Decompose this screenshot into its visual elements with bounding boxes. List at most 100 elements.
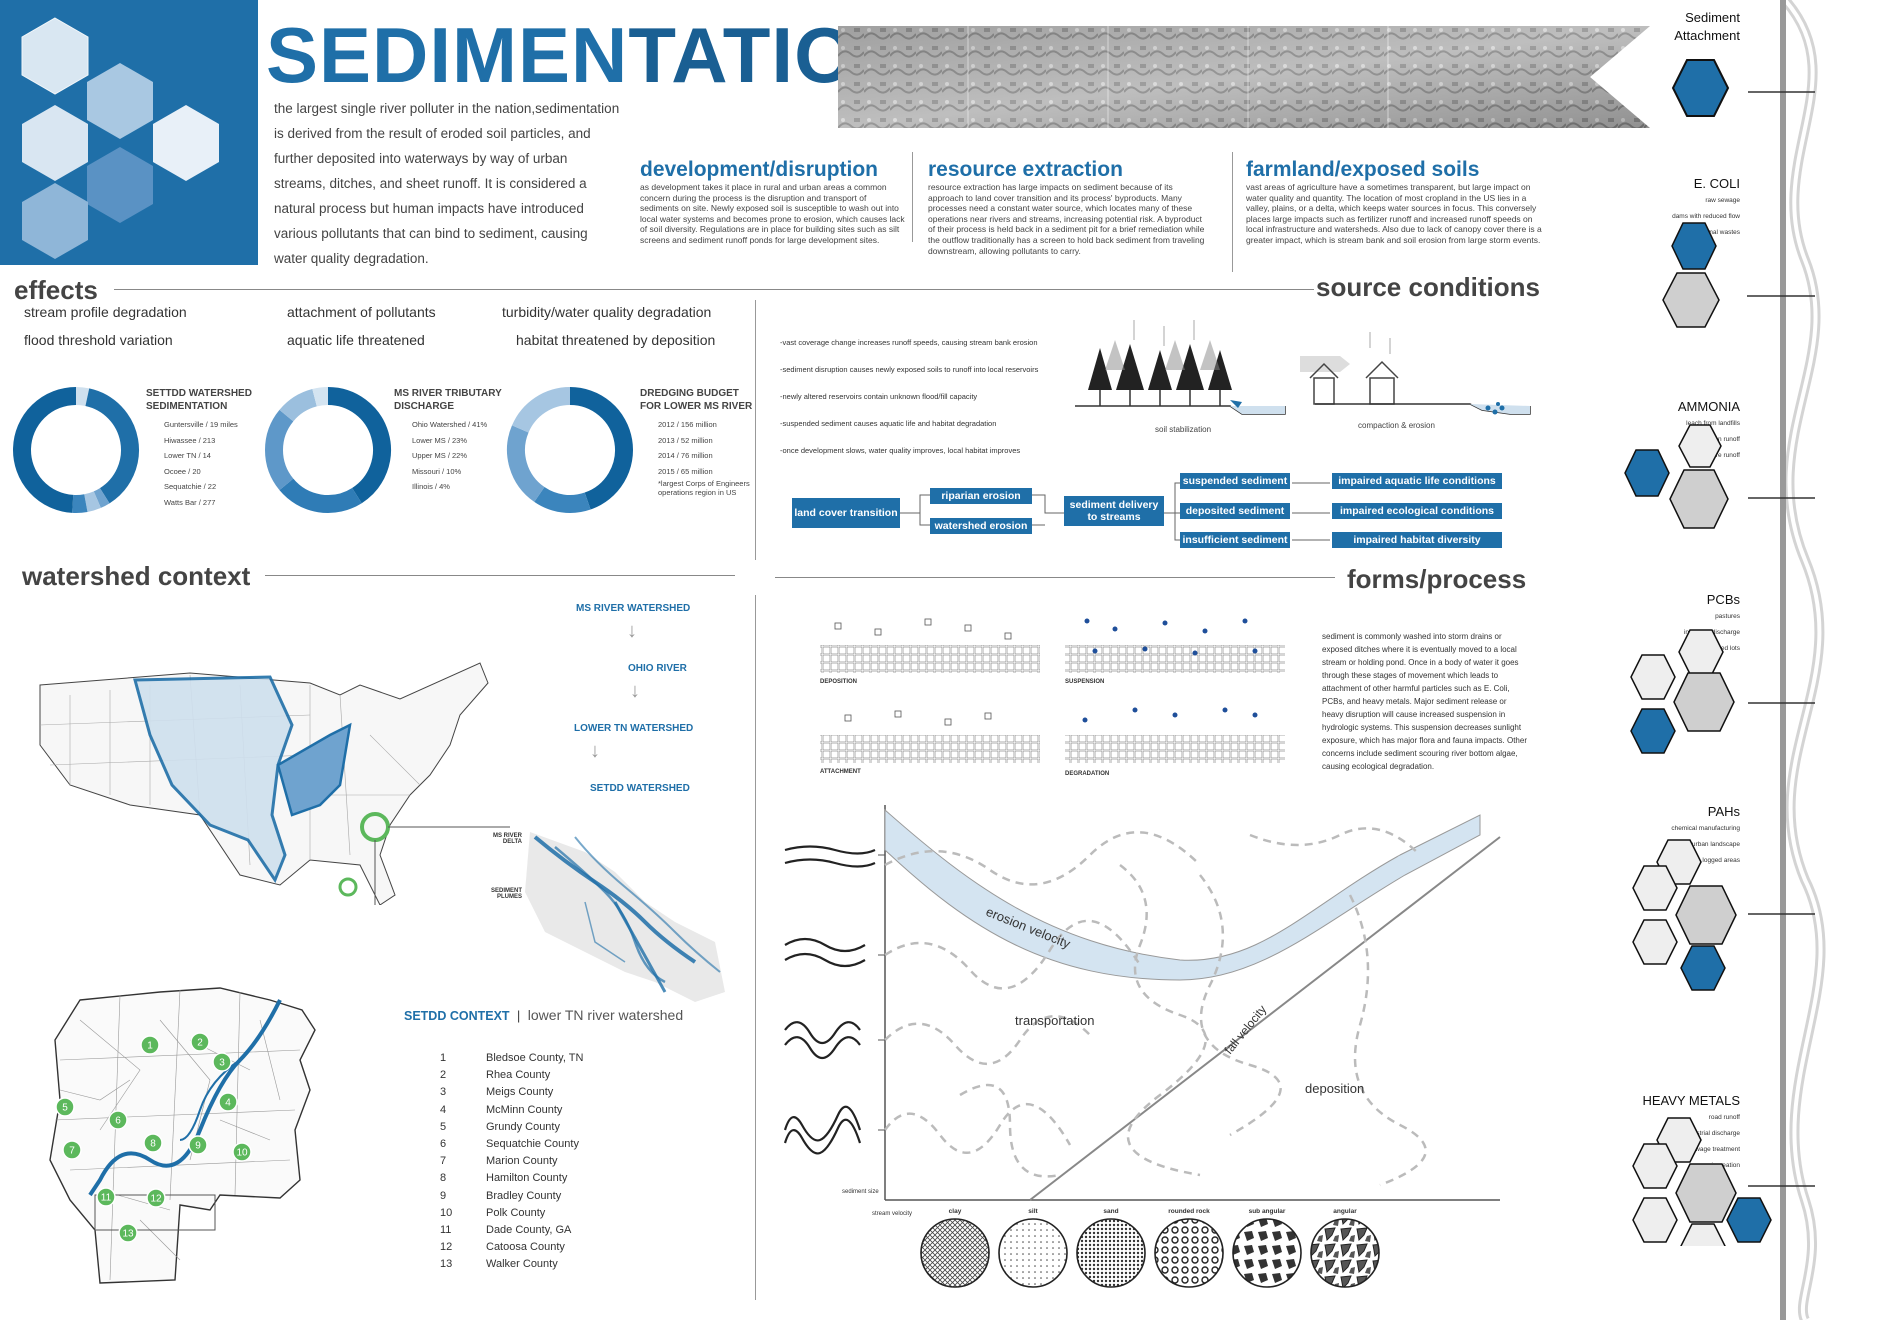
county-marker-number: 10	[236, 1148, 248, 1159]
donut-slice	[511, 387, 571, 433]
chain-item: LOWER TN WATERSHED	[574, 723, 694, 734]
county-item: 1 Bledsoe County, TN	[440, 1052, 584, 1064]
legend-item: Lower MS / 23%	[412, 435, 468, 445]
context-title: SETDD CONTEXT	[404, 1009, 510, 1023]
county-marker-number: 12	[150, 1194, 162, 1205]
process-label: SUSPENSION	[1065, 679, 1104, 685]
county-marker-number: 7	[69, 1146, 75, 1157]
donut-chart-2	[265, 387, 391, 513]
county-item: 13 Walker County	[440, 1258, 558, 1271]
county-marker	[108, 1110, 128, 1130]
hexagon-logo-icon	[21, 17, 219, 259]
donut-legend: Guntersville / 19 miles Hiwassee / 213 L…	[164, 417, 238, 510]
forms-rule	[775, 577, 1335, 578]
sidebar-title: PAHs	[1707, 804, 1740, 819]
county-item: 2 Rhea County	[440, 1069, 551, 1082]
chain-item: MS RIVER WATERSHED	[576, 603, 691, 614]
sediment-size-label: clay	[949, 1208, 962, 1215]
donut-title: MS RIVER TRIBUTARY DISCHARGE	[394, 388, 502, 412]
legend-item: Watts Bar / 277	[164, 497, 216, 507]
county-item: 9 Bradley County	[440, 1189, 562, 1202]
donut-slice	[534, 486, 591, 513]
sediment-sample	[920, 1218, 990, 1288]
condition-item: -suspended sediment causes aquatic life …	[780, 419, 997, 428]
county-item: 3 Meigs County	[440, 1086, 554, 1099]
sidebar-item: logged areas	[1702, 857, 1740, 864]
county-item: 11 Dade County, GA	[440, 1224, 572, 1237]
condition-item: -once development slows, water quality i…	[780, 446, 1021, 455]
effect-item: aquatic life threatened	[287, 332, 425, 348]
legend-item: Ohio Watershed / 41%	[412, 420, 488, 429]
header-photo-strip	[838, 26, 1650, 128]
flow-node-delivery: sediment delivery to streams	[1064, 496, 1164, 526]
sidebar-river-band	[1780, 0, 1826, 1320]
county-item: 12 Catoosa County	[440, 1241, 565, 1254]
sidebar-title: PCBs	[1706, 592, 1740, 607]
effect-item: flood threshold variation	[24, 332, 173, 348]
county-marker-number: 4	[225, 1098, 231, 1109]
county-marker-number: 8	[150, 1139, 156, 1150]
condition-item: -vast coverage change increases runoff s…	[780, 338, 1038, 347]
axis-y-label: stream velocity	[872, 1211, 912, 1217]
sidebar-title: AMMONIA	[1677, 399, 1740, 414]
zone-label: deposition	[1305, 1081, 1364, 1096]
forms-heading: forms/process	[1347, 564, 1527, 594]
process-label: DEGRADATION	[1065, 771, 1109, 777]
county-item: 5 Grundy County	[440, 1120, 560, 1133]
sediment-size-label: silt	[1028, 1208, 1038, 1215]
sidebar-item: leach from landfills	[1686, 420, 1740, 427]
process-label: ATTACHMENT	[820, 769, 861, 775]
county-item: 8 Hamilton County	[440, 1172, 568, 1185]
source-heading: resource extraction	[928, 158, 1123, 181]
down-arrow-icon: ↓	[630, 680, 640, 702]
col-divider	[1232, 152, 1233, 272]
setdd-county-map	[49, 987, 316, 1284]
county-marker	[146, 1188, 166, 1208]
donut-slice	[312, 387, 329, 407]
zone-label: fall velocity	[1221, 1002, 1269, 1056]
process-label: DEPOSITION	[820, 679, 857, 685]
donut-slice	[327, 387, 391, 504]
center-divider	[755, 300, 756, 560]
legend-item: Upper MS / 22%	[412, 451, 468, 460]
sidebar-title: Sediment Attachment	[1674, 10, 1740, 43]
sidebar-item: pastures	[1715, 613, 1740, 620]
effect-item: habitat threatened by deposition	[516, 332, 716, 348]
donut-slice	[85, 388, 139, 504]
diagram-label: soil stabilization	[1155, 425, 1211, 434]
intro-paragraph: the largest single river polluter in the…	[274, 101, 620, 266]
legend-item: 2012 / 156 million	[658, 420, 717, 429]
county-marker-number: 9	[195, 1141, 201, 1152]
county-marker-number: 2	[197, 1038, 203, 1049]
sediment-sample	[998, 1218, 1068, 1288]
diagram-label: compaction & erosion	[1358, 421, 1435, 430]
donut-slice	[507, 425, 545, 502]
down-arrow-icon: ↓	[590, 740, 600, 762]
county-marker	[140, 1035, 160, 1055]
chain-item: OHIO RIVER	[628, 663, 687, 674]
sidebar-item: animal wastes	[1698, 229, 1740, 236]
header-hex-panel	[0, 0, 258, 265]
legend-item: 2014 / 76 million	[658, 451, 713, 460]
county-marker	[55, 1097, 75, 1117]
land-stabilization-diagram: soil stabilization compaction & erosion	[1075, 320, 1531, 434]
county-marker	[143, 1133, 163, 1153]
county-marker	[96, 1187, 116, 1207]
velocity-graph: erosion velocity transportation fall vel…	[783, 805, 1501, 1288]
effect-item: attachment of pollutants	[287, 304, 436, 320]
source-col-farmland: farmland/exposed soils vast areas of agr…	[1246, 158, 1546, 246]
hex-cluster-ecoli	[1662, 222, 1815, 328]
zone-label: transportation	[1015, 1013, 1095, 1028]
flow-node-erosion: riparian erosion	[930, 488, 1032, 504]
legend-item: Hiwassee / 213	[164, 435, 216, 445]
hex-cluster-attachment	[1671, 59, 1815, 117]
county-item: 7 Marion County	[440, 1155, 558, 1168]
donut-title: DREDGING BUDGET FOR LOWER MS RIVER	[640, 388, 753, 412]
flow-node-impact: impaired habitat diversity	[1332, 532, 1502, 548]
legend-item: Ocoee / 20	[164, 466, 201, 476]
hex-cluster-heavy-metals	[1632, 1117, 1815, 1246]
county-marker-number: 13	[122, 1229, 134, 1240]
county-item: 6 Sequatchie County	[440, 1138, 579, 1151]
flow-node-state: deposited sediment	[1180, 503, 1290, 519]
donut-slice	[72, 494, 88, 513]
